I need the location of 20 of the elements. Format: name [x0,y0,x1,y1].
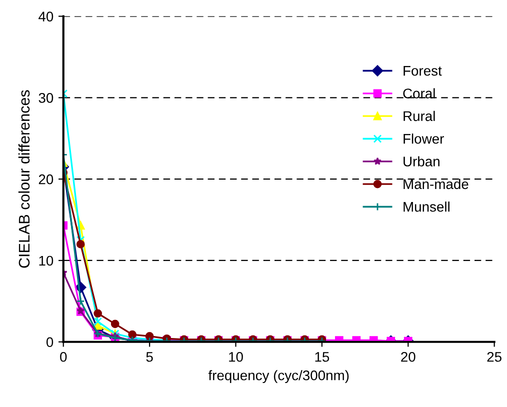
y-tick-label: 30 [38,93,54,103]
x-tick-label: 0 [60,352,67,362]
legend-label: Flower [404,134,444,144]
legend-label: Urban [404,156,440,166]
y-tick-label: 20 [38,174,54,184]
legend-label: Munsell [404,202,450,212]
legend-label: Forest [404,66,442,76]
x-tick-label: 20 [401,352,416,362]
y-tick-label: 0 [46,337,54,348]
legend-label: Coral [403,88,435,98]
y-axis-title: CIELAB colour differences [18,90,30,268]
x-axis-title: frequency (cyc/300nm) [208,370,349,384]
legend-label: Rural [404,110,435,122]
x-tick-label: 5 [146,352,153,362]
x-tick-label: 10 [229,352,243,362]
y-tick-label: 40 [38,12,54,22]
x-tick-label: 25 [487,352,502,362]
y-tick-label: 10 [39,256,54,266]
legend-label: Man-made [404,178,468,190]
x-tick-label: 15 [315,352,330,362]
